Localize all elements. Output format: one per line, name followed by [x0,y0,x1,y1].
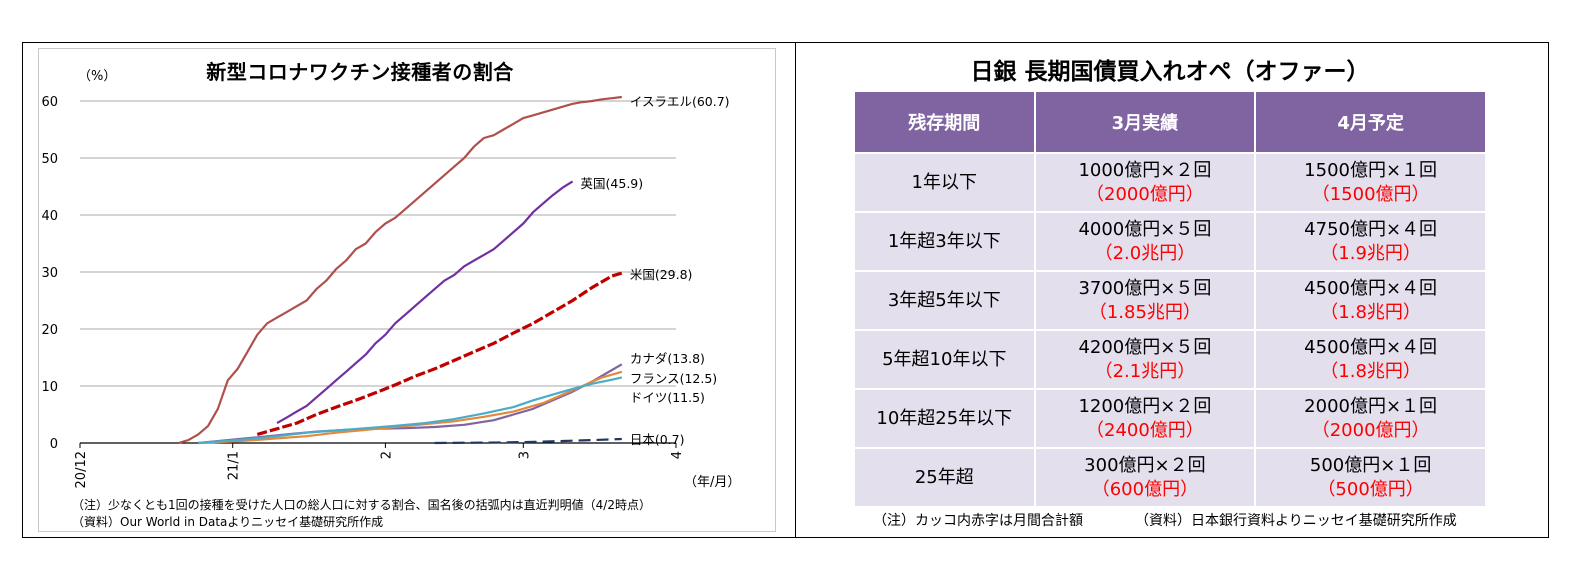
march-amount: 1200億円×２回 [1078,395,1212,417]
april-amount: 4500億円×４回 [1304,277,1438,299]
april-total: （1.8兆円） [1320,360,1421,382]
april-total: （2000億円） [1311,419,1430,441]
x-tick-label: 20/12 [74,451,89,488]
term-cell: 25年超 [853,447,1036,508]
x-axis-label: （年/月） [684,475,740,490]
march-cell: 1000億円×２回 （2000億円） [1033,152,1257,213]
april-cell: 4500億円×４回 （1.8兆円） [1254,329,1487,390]
chart-source: （資料）Our World in Dataよりニッセイ基礎研究所作成 [72,515,384,529]
header-april: 4月予定 [1254,90,1487,154]
y-axis-label: （%） [78,69,116,84]
march-total: （2400億円） [1086,419,1204,441]
term-cell: 1年超3年以下 [853,211,1036,272]
y-tick-label: 50 [41,152,58,167]
april-amount: 2000億円×１回 [1304,395,1438,417]
march-amount: 1000億円×２回 [1078,159,1212,181]
april-amount: 4750億円×４回 [1304,218,1438,240]
x-tick-label: 21/1 [227,451,242,480]
series-line-0 [178,95,622,445]
march-total: （1.85兆円） [1088,301,1201,323]
table-row: 5年超10年以下 4200億円×５回 （2.1兆円） 4500億円×４回 （1.8兆円） [853,329,1487,390]
march-amount: 300億円×２回 [1084,454,1206,476]
x-tick-label: 2 [379,451,394,459]
march-cell: 4000億円×５回 （2.0兆円） [1033,211,1257,272]
y-tick-label: 20 [41,323,58,338]
y-tick-label: 40 [41,209,58,224]
series-label: ドイツ(11.5) [630,390,705,405]
y-tick-label: 0 [50,437,58,452]
april-cell: 500億円×１回 （500億円） [1254,447,1487,508]
panel-divider [795,42,796,538]
vaccination-line-chart: 0 10 20 30 40 50 60 （%） 20/12 21/1 2 3 4 （年/月） イスラエル(6… [41,69,740,490]
term-cell: 3年超5年以下 [853,270,1036,331]
march-total: （2.1兆円） [1094,360,1196,382]
march-amount: 4200億円×５回 [1078,336,1212,358]
march-cell: 1200億円×２回 （2400億円） [1033,388,1257,449]
march-cell: 3700億円×５回 （1.85兆円） [1033,270,1257,331]
header-term: 残存期間 [853,90,1036,154]
x-tick-label: 4 [670,451,685,459]
march-cell: 300億円×２回 （600億円） [1033,447,1257,508]
y-tick-label: 60 [41,95,58,110]
series-line-6 [434,437,622,445]
april-total: （1.9兆円） [1320,242,1421,264]
table-row: 1年以下 1000億円×２回 （2000億円） 1500億円×１回 （1500億円） [853,152,1487,213]
table-title: 日銀 長期国債買入れオペ（オファー） [970,59,1370,85]
table-row: 3年超5年以下 3700億円×５回 （1.85兆円） 4500億円×４回 （1.8兆円） [853,270,1487,331]
table-row: 25年超 300億円×２回 （600億円） 500億円×１回 （500億円） [853,447,1487,508]
april-cell: 4500億円×４回 （1.8兆円） [1254,270,1487,331]
series-line-1 [276,180,574,425]
chart-note: （注）少なくとも1回の接種を受けた人口の総人口に対する割合、国名後の括弧内は直近… [72,498,651,512]
series-label: 英国(45.9) [581,176,644,191]
april-total: （1.8兆円） [1320,301,1421,323]
x-tick-label: 3 [517,451,532,459]
table-row: 1年超3年以下 4000億円×５回 （2.0兆円） 4750億円×４回 （1.9兆円） [853,211,1487,272]
series-label: 日本(0.7) [630,432,685,447]
march-total: （600億円） [1091,478,1199,500]
series-label: フランス(12.5) [630,371,717,386]
y-tick-label: 10 [41,380,58,395]
jgb-operations-table: 残存期間 3月実績 4月予定 1年以下 1000億円×２回 （2000億円） 1500… [853,90,1487,508]
march-amount: 3700億円×５回 [1078,277,1212,299]
table-source: （資料）日本銀行資料よりニッセイ基礎研究所作成 [1135,513,1457,529]
term-cell: 10年超25年以下 [853,388,1036,449]
april-total: （1500億円） [1311,183,1430,205]
table-header-row: 残存期間 3月実績 4月予定 [853,90,1487,154]
term-cell: 5年超10年以下 [853,329,1036,390]
chart-panel [38,48,776,532]
march-cell: 4200億円×５回 （2.1兆円） [1033,329,1257,390]
april-amount: 4500億円×４回 [1304,336,1438,358]
chart-title: 新型コロナワクチン接種者の割合 [206,60,514,84]
series-line-2 [256,271,623,436]
april-cell: 2000億円×１回 （2000億円） [1254,388,1487,449]
term-cell: 1年以下 [853,152,1036,213]
series-label: 米国(29.8) [630,267,693,282]
series-line-3 [198,363,623,445]
march-amount: 4000億円×５回 [1078,218,1212,240]
march-total: （2.0兆円） [1094,242,1196,264]
april-amount: 500億円×１回 [1309,454,1432,476]
series-label: カナダ(13.8) [630,351,705,366]
april-total: （500億円） [1317,478,1424,500]
april-amount: 1500億円×１回 [1304,159,1438,181]
series-line-4 [198,370,623,445]
y-tick-label: 30 [41,266,58,281]
march-total: （2000億円） [1086,183,1204,205]
april-cell: 4750億円×４回 （1.9兆円） [1254,211,1487,272]
header-march: 3月実績 [1033,90,1257,154]
table-row: 10年超25年以下 1200億円×２回 （2400億円） 2000億円×１回 （2000… [853,388,1487,449]
april-cell: 1500億円×１回 （1500億円） [1254,152,1487,213]
series-line-5 [198,376,623,445]
table-note: （注）カッコ内赤字は月間合計額 [873,513,1083,529]
series-label: イスラエル(60.7) [630,94,730,109]
outer-frame [22,42,1549,538]
